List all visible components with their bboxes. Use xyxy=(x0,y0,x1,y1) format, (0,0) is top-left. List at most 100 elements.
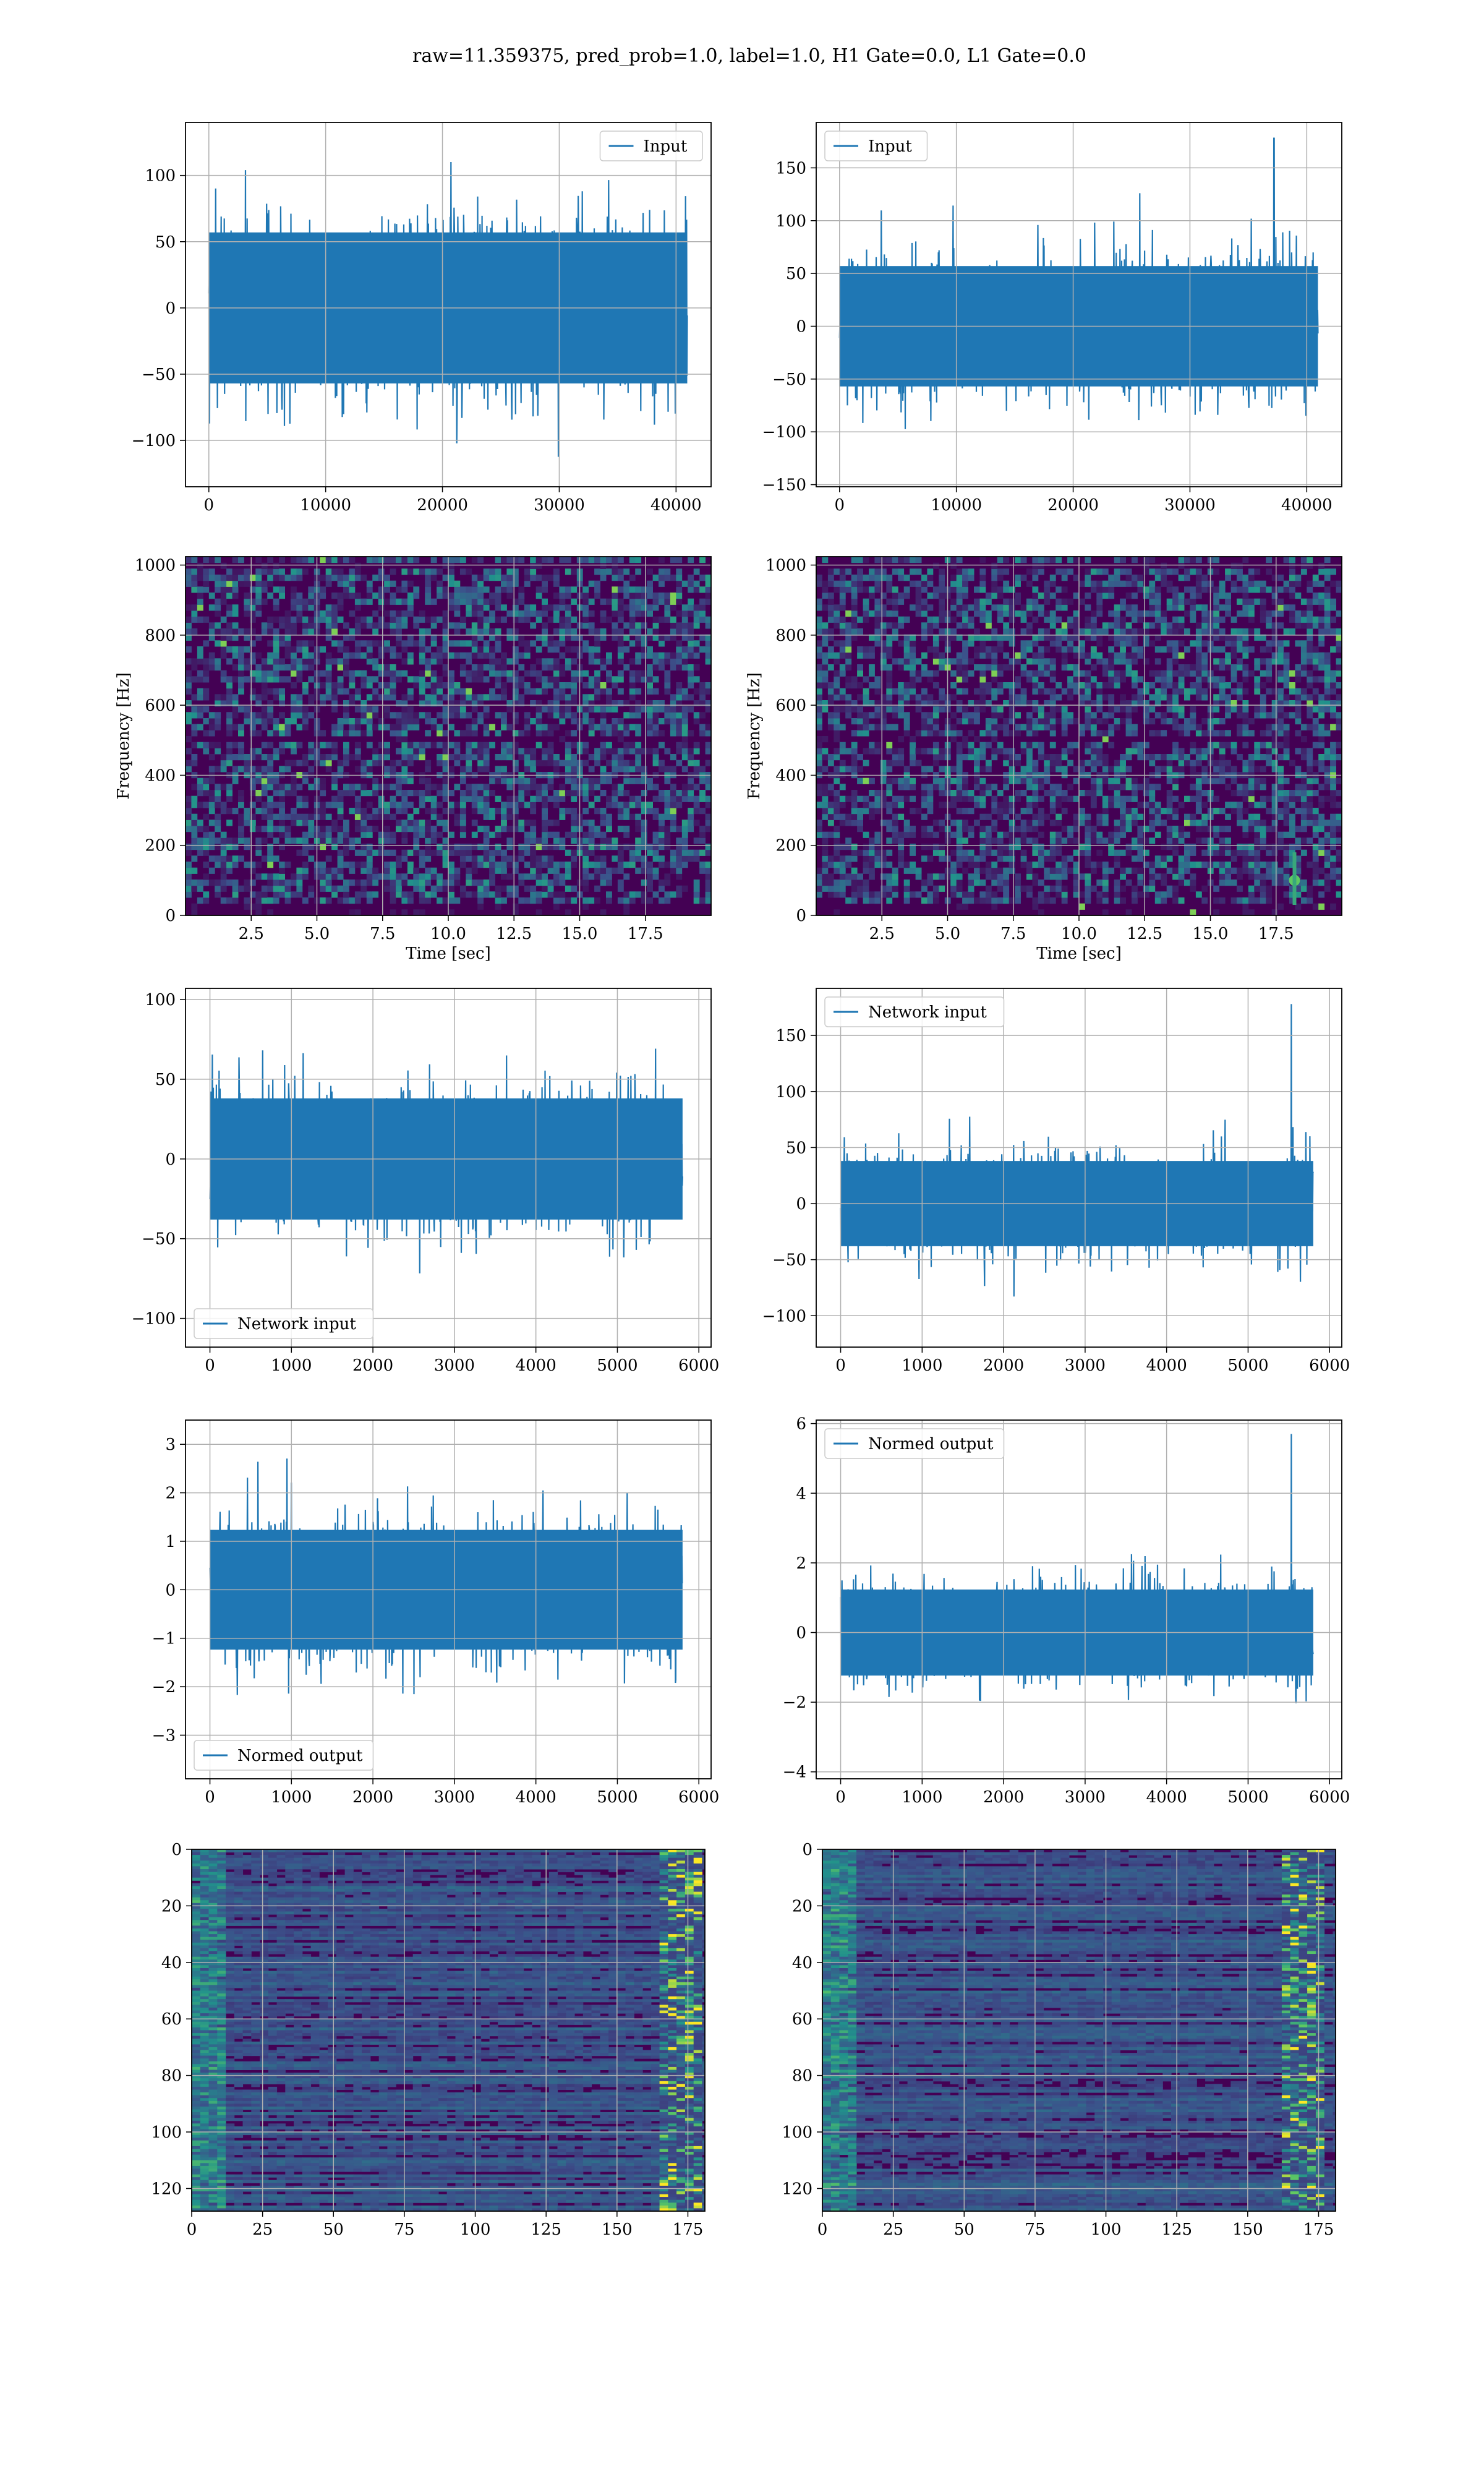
ticks: 2.5 5.0 7.5 10.0 12.5 15.0 17.5 0 200 400 600 800 10… xyxy=(765,557,1294,943)
chart-h1-feature-map: 0 25 50 75 100 125 150 175 0 20 40 60 80 100 120 xyxy=(151,1841,706,2239)
grid xyxy=(186,122,711,487)
x-tick-label: 3000 xyxy=(434,1788,475,1807)
ticks: 0 25 50 75 100 125 150 175 0 20 40 60 80 100 120 xyxy=(151,1841,703,2239)
y-tick-label: 1 xyxy=(165,1533,176,1551)
x-tick-label: 4000 xyxy=(516,1788,556,1807)
x-tick-label: 2000 xyxy=(352,1788,393,1807)
axes-frame xyxy=(816,556,1342,916)
x-tick-label: 10000 xyxy=(300,496,351,515)
y-tick-label: 60 xyxy=(161,2010,182,2029)
y-tick-label: −100 xyxy=(762,1307,806,1325)
y-tick-label: −4 xyxy=(783,1763,806,1782)
y-tick-label: 4 xyxy=(796,1484,806,1503)
x-tick-label: 25 xyxy=(883,2220,903,2239)
y-tick-label: 600 xyxy=(775,696,806,715)
grid xyxy=(816,1420,1342,1779)
grid xyxy=(816,557,1342,916)
heatmap-cells xyxy=(192,1849,705,2211)
x-tick-label: 20000 xyxy=(417,496,468,515)
y-tick-label: 150 xyxy=(775,159,806,178)
x-tick-label: 20000 xyxy=(1047,496,1099,515)
x-tick-label: 6000 xyxy=(678,1356,719,1375)
x-axis-label: Time [sec] xyxy=(406,944,491,963)
ticks: 0 1000 2000 3000 4000 5000 6000 −3 −2 −1 0 1 2 3 xyxy=(152,1436,720,1807)
y-tick-label: −1 xyxy=(152,1630,176,1648)
y-tick-label: 0 xyxy=(165,299,176,318)
legend-label: Network input xyxy=(868,1003,987,1022)
y-tick-label: 100 xyxy=(145,991,176,1009)
y-tick-label: 1000 xyxy=(765,557,806,575)
grid xyxy=(816,122,1342,487)
y-tick-label: 800 xyxy=(145,627,176,645)
y-tick-label: 80 xyxy=(161,2067,182,2086)
y-tick-label: 120 xyxy=(151,2180,182,2198)
x-tick-label: 3000 xyxy=(434,1356,475,1375)
axes-frame xyxy=(816,1419,1342,1779)
x-tick-label: 3000 xyxy=(1065,1356,1106,1375)
y-tick-label: 40 xyxy=(792,1954,812,1972)
chart-h1-spectrogram: 2.5 5.0 7.5 10.0 12.5 15.0 17.5 0 200 400 600 800 10… xyxy=(114,556,712,963)
axes-frame xyxy=(185,988,712,1348)
x-tick-label: 6000 xyxy=(678,1788,719,1807)
y-tick-label: −3 xyxy=(152,1726,176,1745)
y-tick-label: 0 xyxy=(165,1150,176,1169)
x-tick-label: 15.0 xyxy=(1193,925,1229,943)
grid xyxy=(816,988,1342,1347)
y-tick-label: 50 xyxy=(786,1139,806,1157)
x-tick-label: 0 xyxy=(835,1788,846,1807)
x-tick-label: 30000 xyxy=(534,496,585,515)
y-tick-label: −100 xyxy=(132,432,176,450)
chart-l1-feature-map: 0 25 50 75 100 125 150 175 0 20 40 60 80 100 120 xyxy=(782,1841,1336,2239)
axes-frame xyxy=(816,122,1342,487)
y-tick-label: 60 xyxy=(792,2010,812,2029)
x-tick-label: 50 xyxy=(954,2220,974,2239)
legend-label: Normed output xyxy=(868,1435,994,1453)
y-tick-label: 120 xyxy=(782,2180,812,2198)
legend: Network input xyxy=(194,1308,374,1339)
x-tick-label: 1000 xyxy=(271,1356,312,1375)
y-tick-label: −50 xyxy=(142,1230,176,1249)
x-tick-label: 1000 xyxy=(271,1788,312,1807)
axes-frame xyxy=(816,988,1342,1348)
legend-label: Input xyxy=(644,137,688,156)
axes-frame xyxy=(191,1849,706,2212)
y-tick-label: 100 xyxy=(775,212,806,231)
x-tick-label: 0 xyxy=(817,2220,828,2239)
x-tick-label: 0 xyxy=(204,496,215,515)
chart-h1-input: 0 10000 20000 30000 40000 −100 −50 0 50 100 Input xyxy=(132,122,712,515)
x-tick-label: 1000 xyxy=(902,1788,942,1807)
y-tick-label: 0 xyxy=(165,907,176,925)
x-tick-label: 0 xyxy=(205,1356,215,1375)
x-tick-label: 30000 xyxy=(1164,496,1216,515)
x-tick-label: 100 xyxy=(460,2220,491,2239)
y-tick-label: 80 xyxy=(792,2067,812,2086)
legend: Normed output xyxy=(194,1740,374,1771)
y-tick-label: 400 xyxy=(775,766,806,785)
x-tick-label: 4000 xyxy=(1146,1356,1187,1375)
x-tick-label: 12.5 xyxy=(1127,925,1162,943)
y-tick-label: 100 xyxy=(782,2123,812,2142)
x-tick-label: 0 xyxy=(187,2220,197,2239)
x-tick-label: 1000 xyxy=(902,1356,942,1375)
x-tick-label: 5000 xyxy=(1227,1356,1268,1375)
ticks: 0 10000 20000 30000 40000 −150 −100 −50 0 50 100 15… xyxy=(762,159,1333,515)
x-tick-label: 100 xyxy=(1091,2220,1122,2239)
x-tick-label: 15.0 xyxy=(562,925,598,943)
chart-l1-normed-output: 0 1000 2000 3000 4000 5000 6000 −4 −2 0 2 4 6 Normed … xyxy=(783,1415,1350,1807)
y-tick-label: −2 xyxy=(783,1693,806,1712)
y-tick-label: 50 xyxy=(786,265,806,283)
legend: Normed output xyxy=(824,1428,1005,1459)
y-tick-label: 3 xyxy=(165,1436,176,1454)
y-tick-label: 150 xyxy=(775,1027,806,1045)
heatmap-cells xyxy=(822,1849,1336,2211)
ticks: 2.5 5.0 7.5 10.0 12.5 15.0 17.5 0 200 400 600 800 10… xyxy=(135,557,663,943)
x-tick-label: 40000 xyxy=(1281,496,1333,515)
ticks: 0 1000 2000 3000 4000 5000 6000 −100 −50 0 50 100 xyxy=(132,991,720,1375)
y-tick-label: 0 xyxy=(802,1841,812,1859)
y-tick-label: 100 xyxy=(151,2123,182,2142)
axes-frame xyxy=(185,556,712,916)
grid xyxy=(186,988,711,1347)
y-tick-label: −100 xyxy=(132,1310,176,1329)
y-tick-label: 0 xyxy=(796,317,806,336)
